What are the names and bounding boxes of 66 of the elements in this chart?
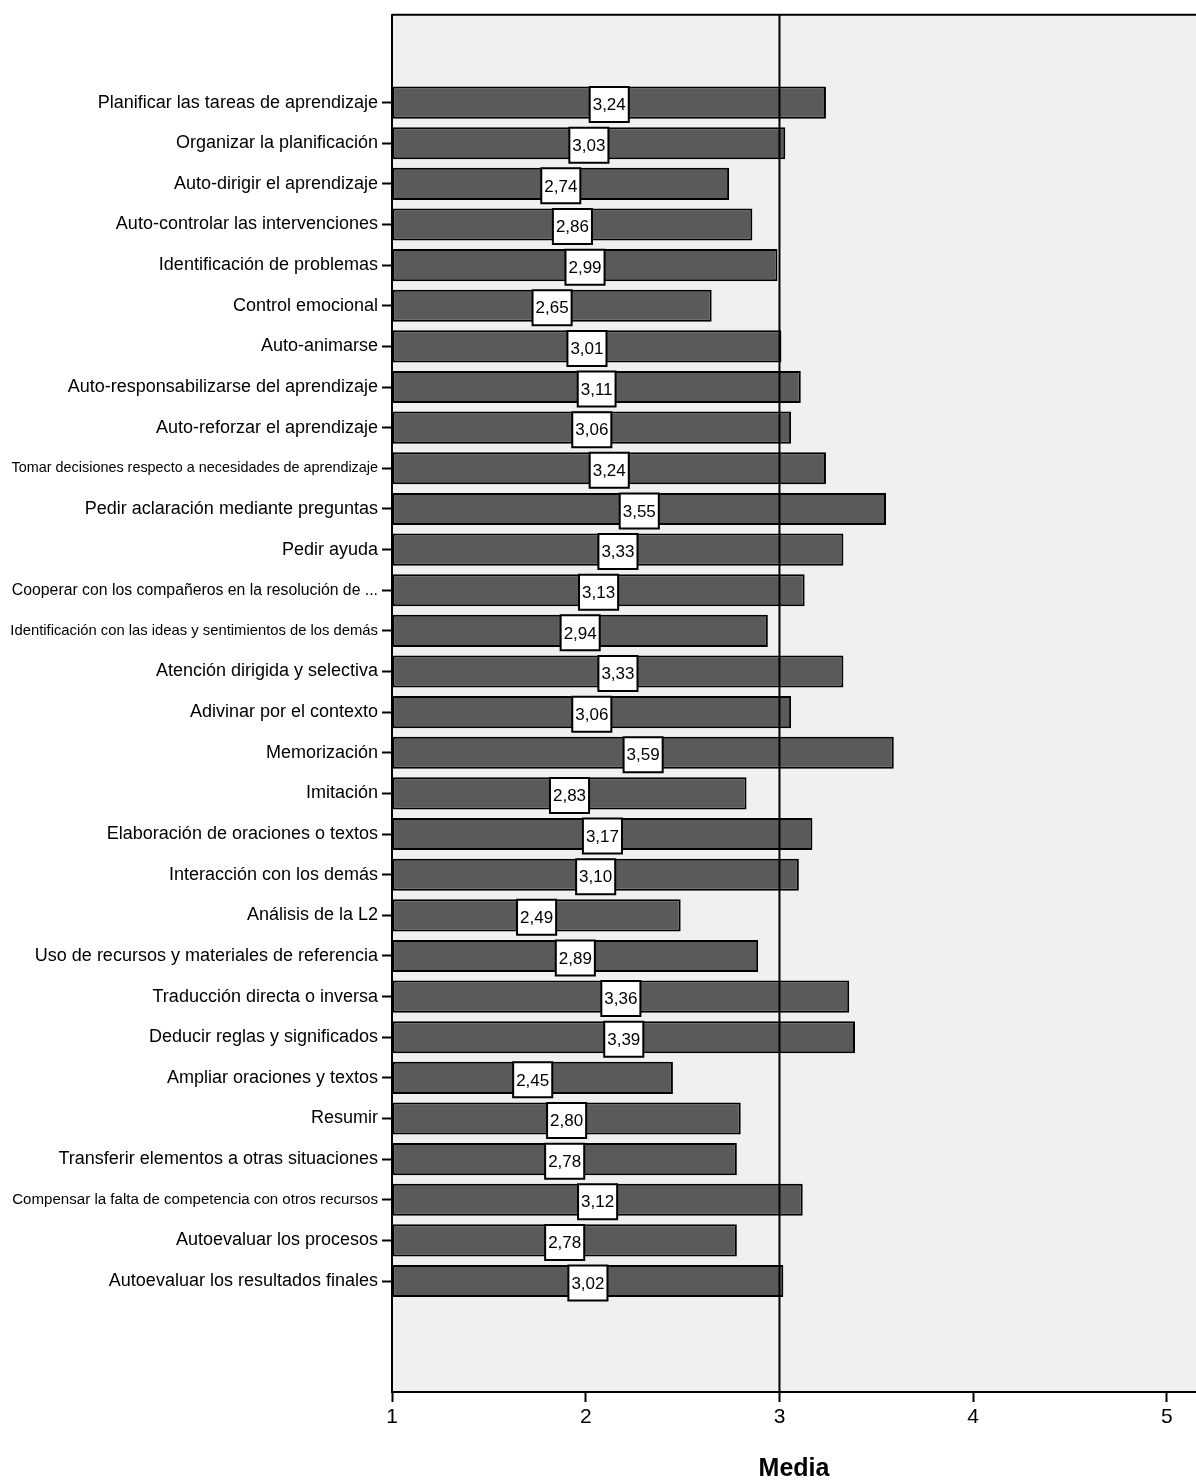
data-label: 2,89 — [558, 948, 592, 968]
x-axis-title: Media — [758, 1452, 831, 1481]
x-tick-label: 3 — [773, 1404, 786, 1428]
y-tick-label: Pedir aclaración mediante preguntas — [84, 497, 378, 518]
y-tick-label: Análisis de la L2 — [246, 904, 378, 925]
data-label: 2,74 — [544, 176, 578, 196]
data-label: 3,24 — [592, 461, 626, 480]
data-label: 2,83 — [552, 786, 587, 806]
y-tick-label: Adivinar por el contexto — [189, 701, 378, 722]
y-tick-label: Traducción directa o inversa — [152, 985, 379, 1006]
y-tick-label: Interacción con los demás — [168, 863, 378, 884]
y-tick-label: Ampliar oraciones y textos — [166, 1066, 378, 1087]
x-tick-label: 5 — [1161, 1404, 1173, 1428]
y-tick-label: Auto-animarse — [260, 335, 378, 356]
x-tick-label: 2 — [579, 1404, 592, 1428]
y-tick-label: Memorización — [265, 741, 378, 762]
data-label: 2,45 — [516, 1070, 550, 1090]
data-label: 3,13 — [582, 582, 616, 602]
data-label: 3,10 — [579, 867, 613, 887]
data-label: 2,94 — [563, 623, 597, 643]
data-label: 3,24 — [592, 95, 626, 115]
data-label: 2,80 — [550, 1111, 584, 1131]
data-label: 3,12 — [581, 1192, 615, 1212]
data-label: 3,55 — [622, 501, 656, 521]
y-tick-label: Resumir — [310, 1107, 378, 1128]
data-label: 3,01 — [570, 339, 604, 359]
data-label: 3,33 — [601, 542, 635, 562]
data-label: 3,33 — [601, 664, 635, 684]
y-tick-label: Auto-reforzar el aprendizaje — [155, 416, 378, 437]
y-tick-label: Organizar la planificación — [175, 132, 378, 153]
data-label: 3,06 — [575, 704, 609, 724]
y-tick-label: Compensar la falta de competencia con otros recursos — [12, 1189, 378, 1207]
y-tick-label: Tomar decisiones respecto a necesidades de aprendizaje — [11, 459, 378, 476]
data-label: 3,06 — [575, 420, 609, 440]
data-label: 2,78 — [548, 1233, 582, 1253]
y-tick-label: Identificación de problemas — [158, 254, 378, 275]
y-tick-label: Uso de recursos y materiales de referencia — [34, 944, 379, 965]
data-label: 3,39 — [607, 1029, 641, 1049]
data-label: 2,99 — [568, 257, 602, 277]
data-label: 3,59 — [626, 745, 660, 765]
y-tick-label: Auto-responsabilizarse del aprendizaje — [67, 376, 378, 397]
data-label: 3,03 — [572, 135, 606, 155]
y-tick-label: Identificación con las ideas y sentimientos de los demás — [10, 621, 378, 638]
y-tick-label: Deducir reglas y significados — [148, 1026, 378, 1047]
y-tick-label: Imitación — [305, 782, 378, 803]
data-label: 2,65 — [535, 298, 569, 318]
y-tick-label: Autoevaluar los resultados finales — [108, 1270, 378, 1291]
y-tick-label: Autoevaluar los procesos — [175, 1229, 378, 1250]
y-tick-label: Pedir ayuda — [281, 538, 379, 559]
y-tick-label: Cooperar con los compañeros en la resolución de ... — [11, 580, 378, 598]
x-tick-label: 4 — [967, 1404, 980, 1428]
y-tick-label: Control emocional — [232, 294, 378, 315]
data-label: 2,49 — [520, 908, 554, 928]
y-tick-label: Planificar las tareas de aprendizaje — [97, 91, 378, 112]
data-label: 3,17 — [585, 826, 619, 846]
y-tick-label: Transferir elementos a otras situaciones — [58, 1148, 378, 1169]
data-label: 3,36 — [604, 989, 638, 1009]
data-label: 3,02 — [571, 1273, 605, 1293]
y-tick-label: Atención dirigida y selectiva — [155, 660, 379, 681]
y-tick-label: Elaboración de oraciones o textos — [106, 823, 378, 844]
data-label: 3,11 — [580, 379, 613, 399]
data-label: 2,86 — [555, 217, 589, 237]
data-label: 2,78 — [548, 1151, 582, 1171]
x-tick-label: 1 — [386, 1404, 398, 1428]
y-tick-label: Auto-dirigir el aprendizaje — [173, 172, 378, 193]
y-tick-label: Auto-controlar las intervenciones — [115, 213, 378, 234]
